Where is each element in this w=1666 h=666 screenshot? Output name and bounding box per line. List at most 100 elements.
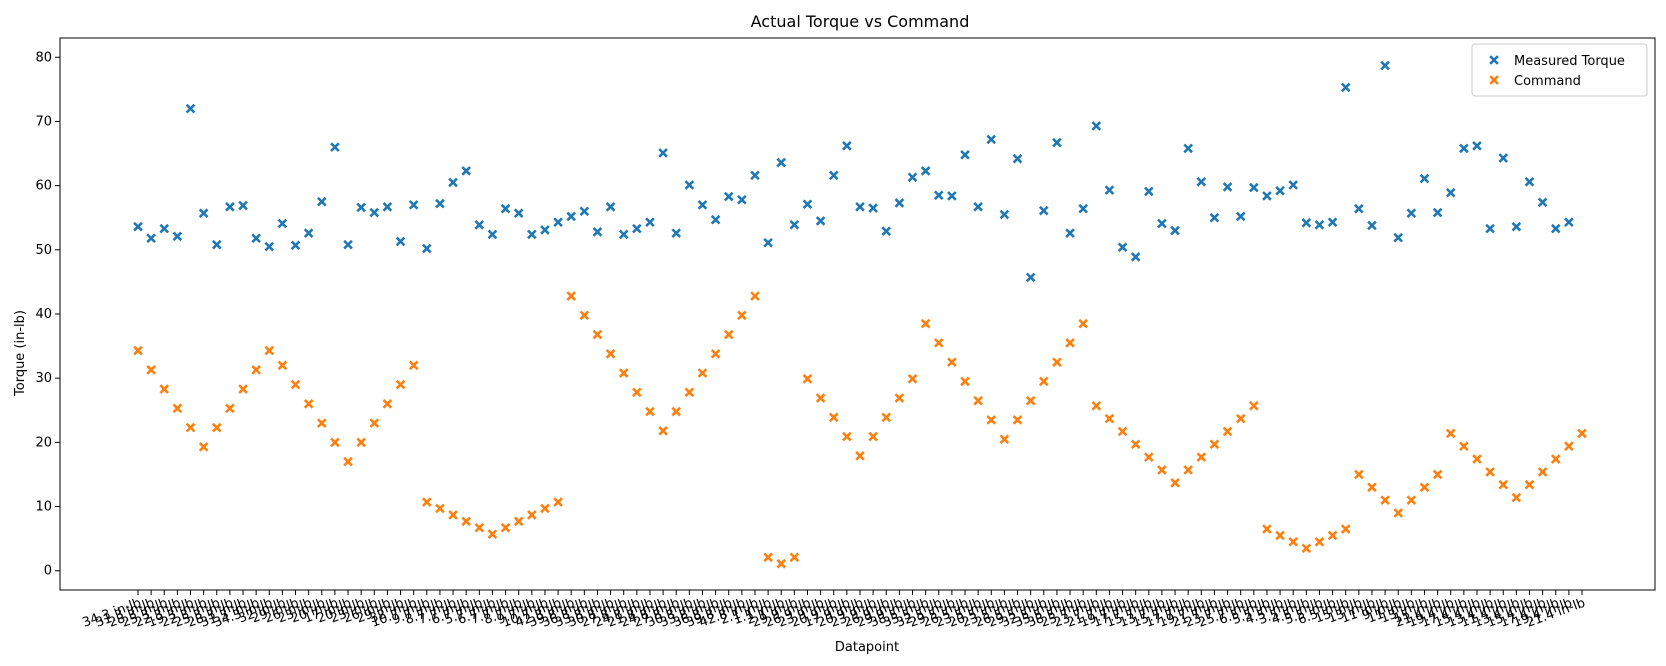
measured-torque-point (605, 202, 616, 212)
command-point (133, 345, 143, 356)
legend-marker-command (1489, 75, 1499, 85)
command-point (1249, 400, 1259, 411)
command-point (1393, 508, 1404, 518)
measured-torque-point (461, 166, 471, 176)
command-point (1262, 524, 1272, 534)
command-point (330, 437, 340, 448)
command-point (750, 291, 760, 301)
measured-torque-point (290, 240, 301, 251)
measured-torque-point (1117, 242, 1128, 253)
measured-torque-point (303, 228, 314, 238)
command-point (1524, 479, 1535, 490)
command-point (172, 403, 183, 414)
command-point (815, 393, 826, 403)
command-point (225, 403, 235, 414)
command-point (842, 431, 852, 442)
measured-torque-point (382, 202, 393, 212)
measured-torque-point (1419, 173, 1430, 184)
measured-torque-point (684, 180, 695, 190)
measured-torque-point (1314, 219, 1325, 230)
legend-label-measured-torque: Measured Torque (1514, 54, 1625, 69)
measured-torque-point (1275, 185, 1285, 196)
measured-torque-point (789, 219, 800, 230)
command-point (881, 412, 892, 423)
command-point (1367, 482, 1377, 493)
measured-torque-point (1564, 217, 1574, 228)
measured-torque-point (1380, 60, 1390, 71)
command-point (999, 434, 1010, 444)
measured-torque-point (1524, 176, 1535, 187)
command-point (1419, 482, 1430, 493)
y-axis: 0 10 20 30 40 50 60 70 80 (35, 50, 60, 579)
measured-torque-point (1301, 218, 1312, 228)
measured-torque-point (1065, 228, 1075, 238)
command-point (540, 503, 550, 514)
measured-torque-point (1025, 272, 1036, 283)
plot-points (133, 60, 1587, 569)
command-point (828, 412, 839, 423)
measured-torque-point (448, 177, 458, 188)
measured-torque-point (894, 198, 905, 208)
measured-torque-point (1367, 220, 1377, 231)
command-point (422, 497, 432, 507)
measured-torque-point (842, 141, 852, 151)
measured-torque-point (474, 219, 485, 230)
measured-torque-point (211, 239, 222, 250)
measured-torque-point (1157, 218, 1167, 229)
measured-torque-point (1406, 208, 1417, 219)
command-point (920, 318, 931, 329)
y-tick-label: 0 (44, 564, 52, 579)
y-tick-label: 60 (35, 179, 52, 194)
y-tick-label: 50 (35, 243, 52, 258)
command-point (290, 379, 301, 390)
chart-title: Actual Torque vs Command (751, 12, 970, 31)
command-point (1144, 452, 1154, 462)
command-point (1196, 452, 1207, 462)
measured-torque-point (1104, 185, 1115, 195)
measured-torque-point (1038, 205, 1049, 216)
command-point (1065, 338, 1075, 348)
command-point (632, 387, 642, 398)
measured-torque-point (671, 228, 682, 238)
measured-torque-point (1052, 137, 1062, 148)
measured-torque-point (592, 227, 603, 237)
command-point (277, 360, 288, 371)
command-point (671, 406, 682, 417)
legend-box (1471, 43, 1648, 97)
measured-torque-point (1196, 176, 1207, 187)
command-point (658, 426, 668, 436)
command-point (1550, 454, 1561, 464)
command-point (1485, 467, 1495, 477)
command-point (710, 349, 721, 359)
command-point (789, 552, 800, 563)
command-point (1157, 465, 1167, 475)
command-point (1459, 441, 1469, 452)
command-point (1406, 495, 1417, 505)
command-point (1432, 469, 1443, 480)
measured-torque-point (408, 200, 419, 210)
command-point (211, 422, 222, 433)
measured-torque-point (1222, 182, 1233, 192)
measured-torque-point (133, 221, 143, 232)
command-point (1091, 400, 1102, 411)
measured-torque-point (1393, 232, 1404, 243)
command-point (356, 437, 366, 448)
command-point (1078, 318, 1088, 329)
measured-torque-point (356, 202, 366, 213)
legend-marker-measured-torque (1489, 55, 1499, 65)
command-point (487, 529, 498, 539)
command-point (395, 379, 406, 390)
command-point (1511, 492, 1522, 503)
command-point (1327, 530, 1338, 541)
command-point (1012, 415, 1023, 425)
command-point (894, 393, 905, 403)
measured-torque-point (238, 200, 248, 211)
command-point (198, 442, 209, 452)
command-point (579, 310, 590, 321)
y-tick-label: 80 (35, 50, 52, 65)
command-point (1104, 413, 1115, 424)
command-point (435, 503, 445, 514)
measured-torque-point (553, 217, 563, 228)
measured-torque-point (159, 223, 170, 234)
measured-torque-point (395, 236, 406, 247)
